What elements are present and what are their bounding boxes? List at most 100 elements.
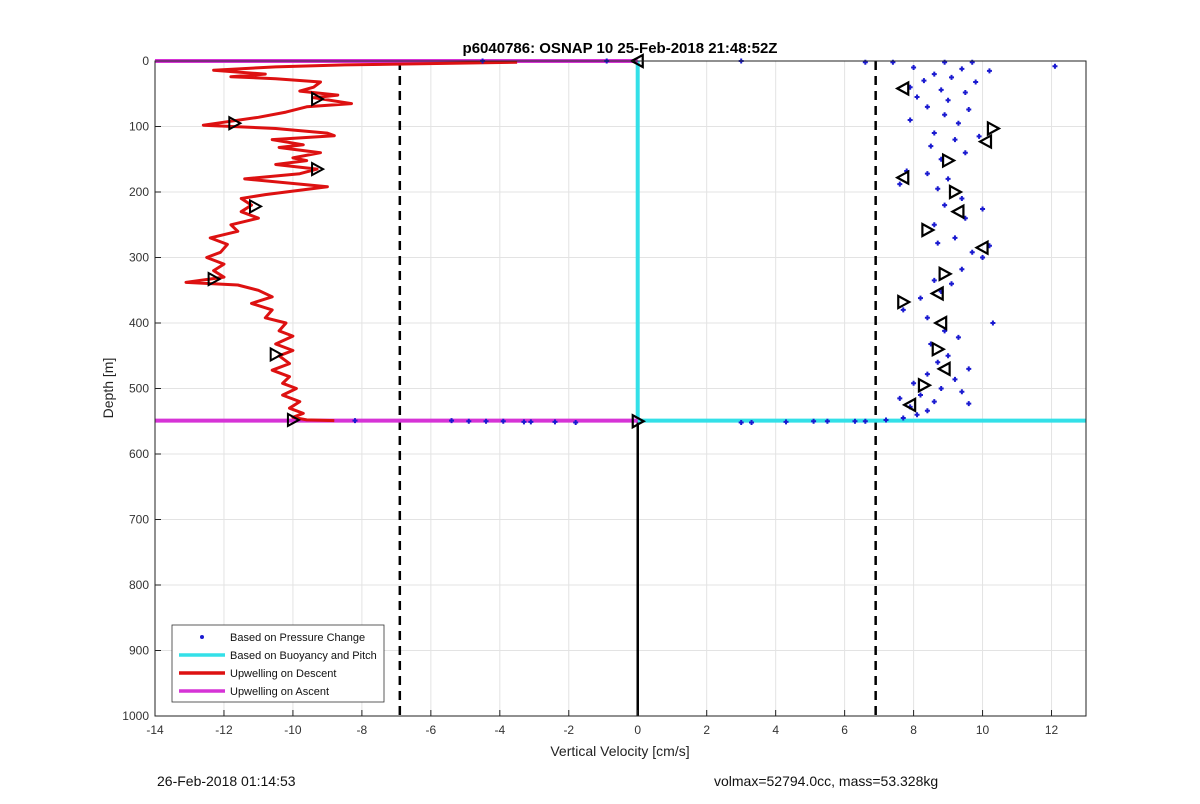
- pressure-change-point: [924, 315, 930, 321]
- pressure-change-point: [914, 94, 920, 100]
- pressure-change-point: [862, 418, 868, 424]
- direction-marker: [929, 285, 944, 302]
- direction-marker: [901, 397, 917, 413]
- descent-upwelling-line: [184, 60, 518, 423]
- direction-marker: [974, 239, 989, 256]
- legend-entry-label: Based on Pressure Change: [230, 632, 365, 644]
- pressure-change-point: [945, 353, 951, 359]
- pressure-change-point: [959, 66, 965, 72]
- pressure-change-point: [900, 415, 906, 421]
- pressure-change-point: [883, 417, 889, 423]
- y-axis-label: Depth [m]: [100, 358, 116, 419]
- x-tick-label: -10: [284, 723, 302, 737]
- x-axis-label: Vertical Velocity [cm/s]: [550, 743, 689, 759]
- pressure-change-point: [852, 418, 858, 424]
- pressure-change-point: [986, 68, 992, 74]
- descent-direction-marker: [207, 271, 222, 287]
- y-tick-label: 800: [129, 578, 149, 592]
- direction-marker: [894, 169, 910, 186]
- pressure-change-point: [900, 307, 906, 313]
- x-tick-label: -4: [494, 723, 505, 737]
- pressure-change-point: [931, 130, 937, 136]
- pressure-change-point: [966, 366, 972, 372]
- x-tick-label: 6: [841, 723, 848, 737]
- descent-direction-marker: [311, 91, 326, 107]
- pressure-change-point: [959, 389, 965, 395]
- pressure-change-point: [942, 112, 948, 118]
- direction-marker: [932, 315, 948, 331]
- pressure-change-point: [935, 359, 941, 365]
- pressure-change-point: [552, 419, 558, 425]
- direction-marker: [917, 377, 933, 394]
- pressure-change-point: [749, 420, 755, 426]
- pressure-change-point: [738, 420, 744, 426]
- pressure-change-point: [924, 171, 930, 177]
- x-tick-label: 10: [976, 723, 990, 737]
- pressure-change-point: [955, 120, 961, 126]
- descent-direction-marker: [228, 115, 243, 131]
- pressure-change-point: [911, 65, 917, 71]
- x-tick-label: -2: [563, 723, 574, 737]
- x-tick-label: 2: [703, 723, 710, 737]
- pressure-change-point: [980, 206, 986, 212]
- pressure-change-point: [449, 418, 455, 424]
- y-tick-label: 100: [129, 120, 149, 134]
- pressure-change-point: [945, 176, 951, 182]
- pressure-change-point: [952, 137, 958, 143]
- pressure-change-point: [980, 255, 986, 260]
- pressure-change-point: [483, 418, 489, 424]
- direction-marker: [938, 266, 953, 282]
- x-tick-label: -12: [215, 723, 233, 737]
- legend-box: [171, 624, 385, 703]
- pressure-change-point: [917, 295, 923, 301]
- axis-ticks: -14 -12 -10 -8 -6 -4 -2 0 2 4 6 8 10 12 0 100 200 300 400 5…: [122, 54, 1058, 737]
- pressure-change-point: [924, 371, 930, 377]
- pressure-change-point: [824, 418, 830, 424]
- descent-direction-marker: [269, 346, 284, 363]
- pressure-change-point: [945, 97, 951, 103]
- pressure-change-point: [573, 420, 579, 426]
- pressure-change-point: [942, 202, 948, 208]
- pressure-change-point: [914, 412, 920, 418]
- direction-marker: [936, 360, 951, 377]
- direction-marker: [977, 133, 993, 150]
- chart-legend: Based on Pressure Change Based on Buoyanc…: [171, 624, 385, 703]
- pressure-change-point: [938, 386, 944, 391]
- direction-marker: [948, 184, 964, 200]
- descent-direction-marker: [248, 198, 264, 215]
- direction-marker: [631, 413, 647, 430]
- footer-timestamp: 26-Feb-2018 01:14:53: [157, 773, 296, 789]
- pressure-change-point: [521, 419, 527, 425]
- triangle-markers: [629, 53, 1002, 430]
- y-tick-label: 200: [129, 185, 149, 199]
- pressure-change-point: [897, 181, 903, 187]
- pressure-change-point: [1052, 63, 1058, 69]
- descent-direction-marker: [311, 161, 326, 177]
- y-tick-label: 300: [129, 251, 149, 265]
- x-tick-label: 8: [910, 723, 917, 737]
- direction-marker: [941, 152, 957, 169]
- y-tick-label: 500: [129, 382, 149, 396]
- pressure-change-point: [955, 334, 961, 340]
- x-tick-label: 4: [772, 723, 779, 737]
- pressure-change-point: [969, 249, 975, 255]
- pressure-change-point: [962, 89, 968, 95]
- chart-title: p6040786: OSNAP 10 25-Feb-2018 21:48:52Z: [463, 40, 778, 57]
- pressure-change-point: [949, 74, 955, 80]
- footer-summary: volmax=52794.0cc, mass=53.328kg: [714, 773, 939, 789]
- pressure-change-point: [466, 418, 472, 424]
- x-tick-label: -14: [146, 723, 164, 737]
- y-tick-label: 700: [129, 513, 149, 527]
- pressure-change-point: [935, 240, 941, 246]
- legend-swatch-dot: [200, 635, 204, 639]
- y-tick-label: 0: [142, 54, 149, 68]
- direction-marker: [897, 294, 912, 310]
- pressure-change-point: [949, 281, 955, 287]
- legend-entry-label: Based on Buoyancy and Pitch: [230, 650, 377, 662]
- direction-marker: [986, 120, 1002, 137]
- legend-entry-label: Upwelling on Descent: [230, 668, 336, 680]
- x-tick-label: 0: [634, 723, 641, 737]
- y-tick-label: 400: [129, 316, 149, 330]
- pressure-change-point: [959, 196, 965, 202]
